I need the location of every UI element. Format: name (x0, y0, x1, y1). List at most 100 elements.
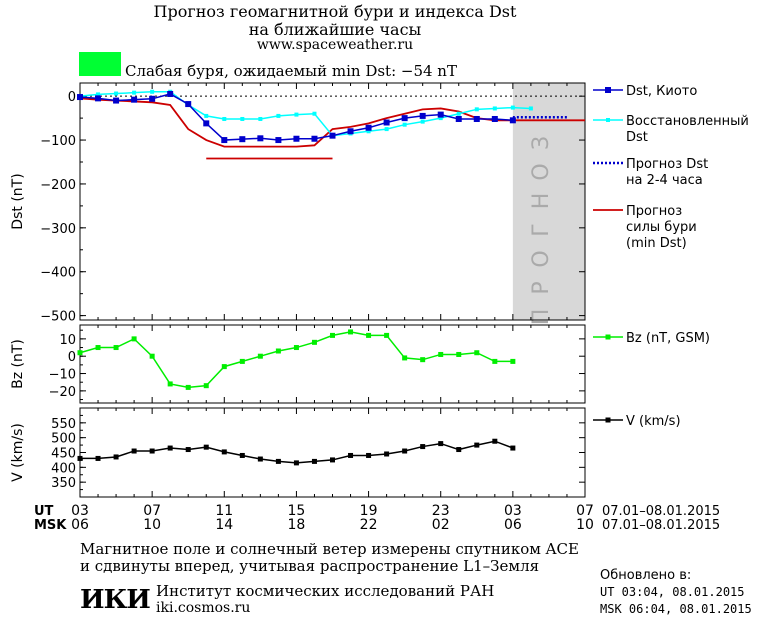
kyoto-dst-point (239, 136, 246, 143)
restored-dst-point (510, 105, 515, 110)
site-link[interactable]: www.spaceweather.ru (256, 37, 414, 53)
legend-storm: Прогноз (626, 204, 682, 219)
y-tick-label: 350 (51, 476, 76, 491)
kyoto-dst-point (347, 128, 354, 135)
restored-dst-point (258, 116, 263, 121)
y-tick-label: 0 (68, 350, 76, 365)
y-tick-label: −500 (40, 310, 76, 325)
legend-storm-2: силы бури (626, 220, 697, 235)
forecast-band-letter: О (529, 163, 554, 180)
velocity-point (330, 457, 335, 463)
bz-point (438, 351, 444, 357)
msk-tick-label: 06 (504, 517, 522, 533)
msk-tick-label: 10 (576, 517, 594, 533)
y-tick-label: −300 (40, 222, 76, 237)
velocity-point (510, 445, 516, 451)
storm-status-text: Слабая буря, ожидаемый min Dst: −54 nT (125, 62, 457, 80)
bz-point (167, 381, 173, 387)
velocity-point (402, 448, 408, 454)
velocity-point (95, 455, 101, 461)
institute-name: Институт космических исследований РАН (156, 582, 495, 600)
y-axis-label: Dst (nT) (10, 173, 26, 229)
velocity-point (203, 444, 209, 450)
legend-velocity: V (km/s) (626, 414, 681, 429)
forecast-band-letter: З (529, 136, 554, 150)
y-tick-label: −200 (40, 178, 76, 193)
restored-dst-point (492, 106, 497, 111)
kyoto-dst-point (419, 112, 426, 119)
kyoto-dst-point (221, 137, 228, 144)
velocity-legend-marker (605, 417, 611, 423)
bz-legend-marker (605, 334, 611, 340)
legend-storm-3: (min Dst) (626, 236, 687, 251)
restored-dst-point (474, 107, 479, 112)
velocity-point (239, 452, 245, 458)
ut-tick-label: 19 (360, 503, 378, 519)
velocity-point (77, 455, 83, 461)
restored-dst-line (79, 91, 531, 137)
ut-tick-label: 15 (288, 503, 306, 519)
kyoto-dst-point (473, 115, 480, 122)
bz-point (474, 350, 480, 356)
restored-dst-point (114, 91, 119, 96)
ut-tick-label: 07 (143, 503, 161, 519)
restored-dst-point (456, 111, 461, 116)
footer-note-1: Магнитное поле и солнечный ветер измерен… (80, 540, 579, 558)
page-subtitle: на ближайшие часы (248, 20, 422, 39)
institute-site-link[interactable]: iki.cosmos.ru (156, 600, 251, 616)
restored-dst-point (528, 106, 533, 111)
bz-point (221, 364, 227, 370)
velocity-point (257, 456, 263, 462)
bz-line (79, 331, 513, 389)
msk-tick-label: 18 (288, 517, 306, 533)
y-axis-label: Bz (nT) (10, 339, 26, 389)
ut-range: 07.01–08.01.2015 (602, 504, 720, 519)
bz-point (275, 348, 281, 354)
legend-restored: Восстановленный (626, 114, 749, 129)
forecast-band-letter: Р (529, 281, 554, 294)
kyoto-dst-point (77, 94, 83, 101)
ut-label: UT (34, 504, 54, 519)
restored-dst-point (402, 122, 407, 127)
plot-frame (79, 82, 586, 321)
kyoto-dst-point (455, 115, 462, 122)
velocity-point (293, 460, 299, 466)
bz-point (366, 332, 372, 338)
restored-dst-point (276, 113, 281, 118)
kyoto-legend-marker (605, 87, 611, 93)
velocity-point (167, 445, 173, 451)
legend-forecast-2: на 2-4 часа (626, 173, 703, 188)
restored-dst-point (240, 116, 245, 121)
bz-point (113, 345, 119, 351)
storm-status-badge (79, 52, 121, 76)
kyoto-dst-point (365, 124, 372, 131)
ut-tick-label: 03 (71, 503, 89, 519)
restored-dst-point (312, 111, 317, 116)
restored-dst-point (420, 119, 425, 124)
restored-dst-point (366, 129, 371, 134)
velocity-point (185, 447, 191, 453)
restored-dst-point (438, 116, 443, 121)
y-axis-label: V (km/s) (10, 423, 26, 482)
y-tick-label: −10 (49, 368, 76, 383)
velocity-point (366, 452, 372, 458)
bz-point (402, 355, 408, 361)
legend-kyoto: Dst, Киото (626, 84, 697, 99)
restored-dst-point (150, 89, 155, 94)
ut-tick-label: 23 (432, 503, 450, 519)
plot-frame (79, 407, 586, 498)
y-tick-label: 550 (51, 417, 76, 432)
y-tick-label: 400 (51, 461, 76, 476)
restored-legend-marker (606, 118, 610, 122)
ut-tick-label: 03 (504, 503, 522, 519)
bz-point (257, 353, 263, 359)
kyoto-dst-point (149, 95, 156, 102)
kyoto-dst-point (275, 137, 282, 144)
updated-label: Обновлено в: (600, 568, 692, 583)
y-tick-label: −20 (49, 385, 76, 400)
forecast-band (512, 83, 585, 320)
y-tick-label: −400 (40, 266, 76, 281)
msk-tick-label: 10 (143, 517, 161, 533)
bz-point (456, 351, 462, 357)
kyoto-dst-point (131, 96, 138, 103)
